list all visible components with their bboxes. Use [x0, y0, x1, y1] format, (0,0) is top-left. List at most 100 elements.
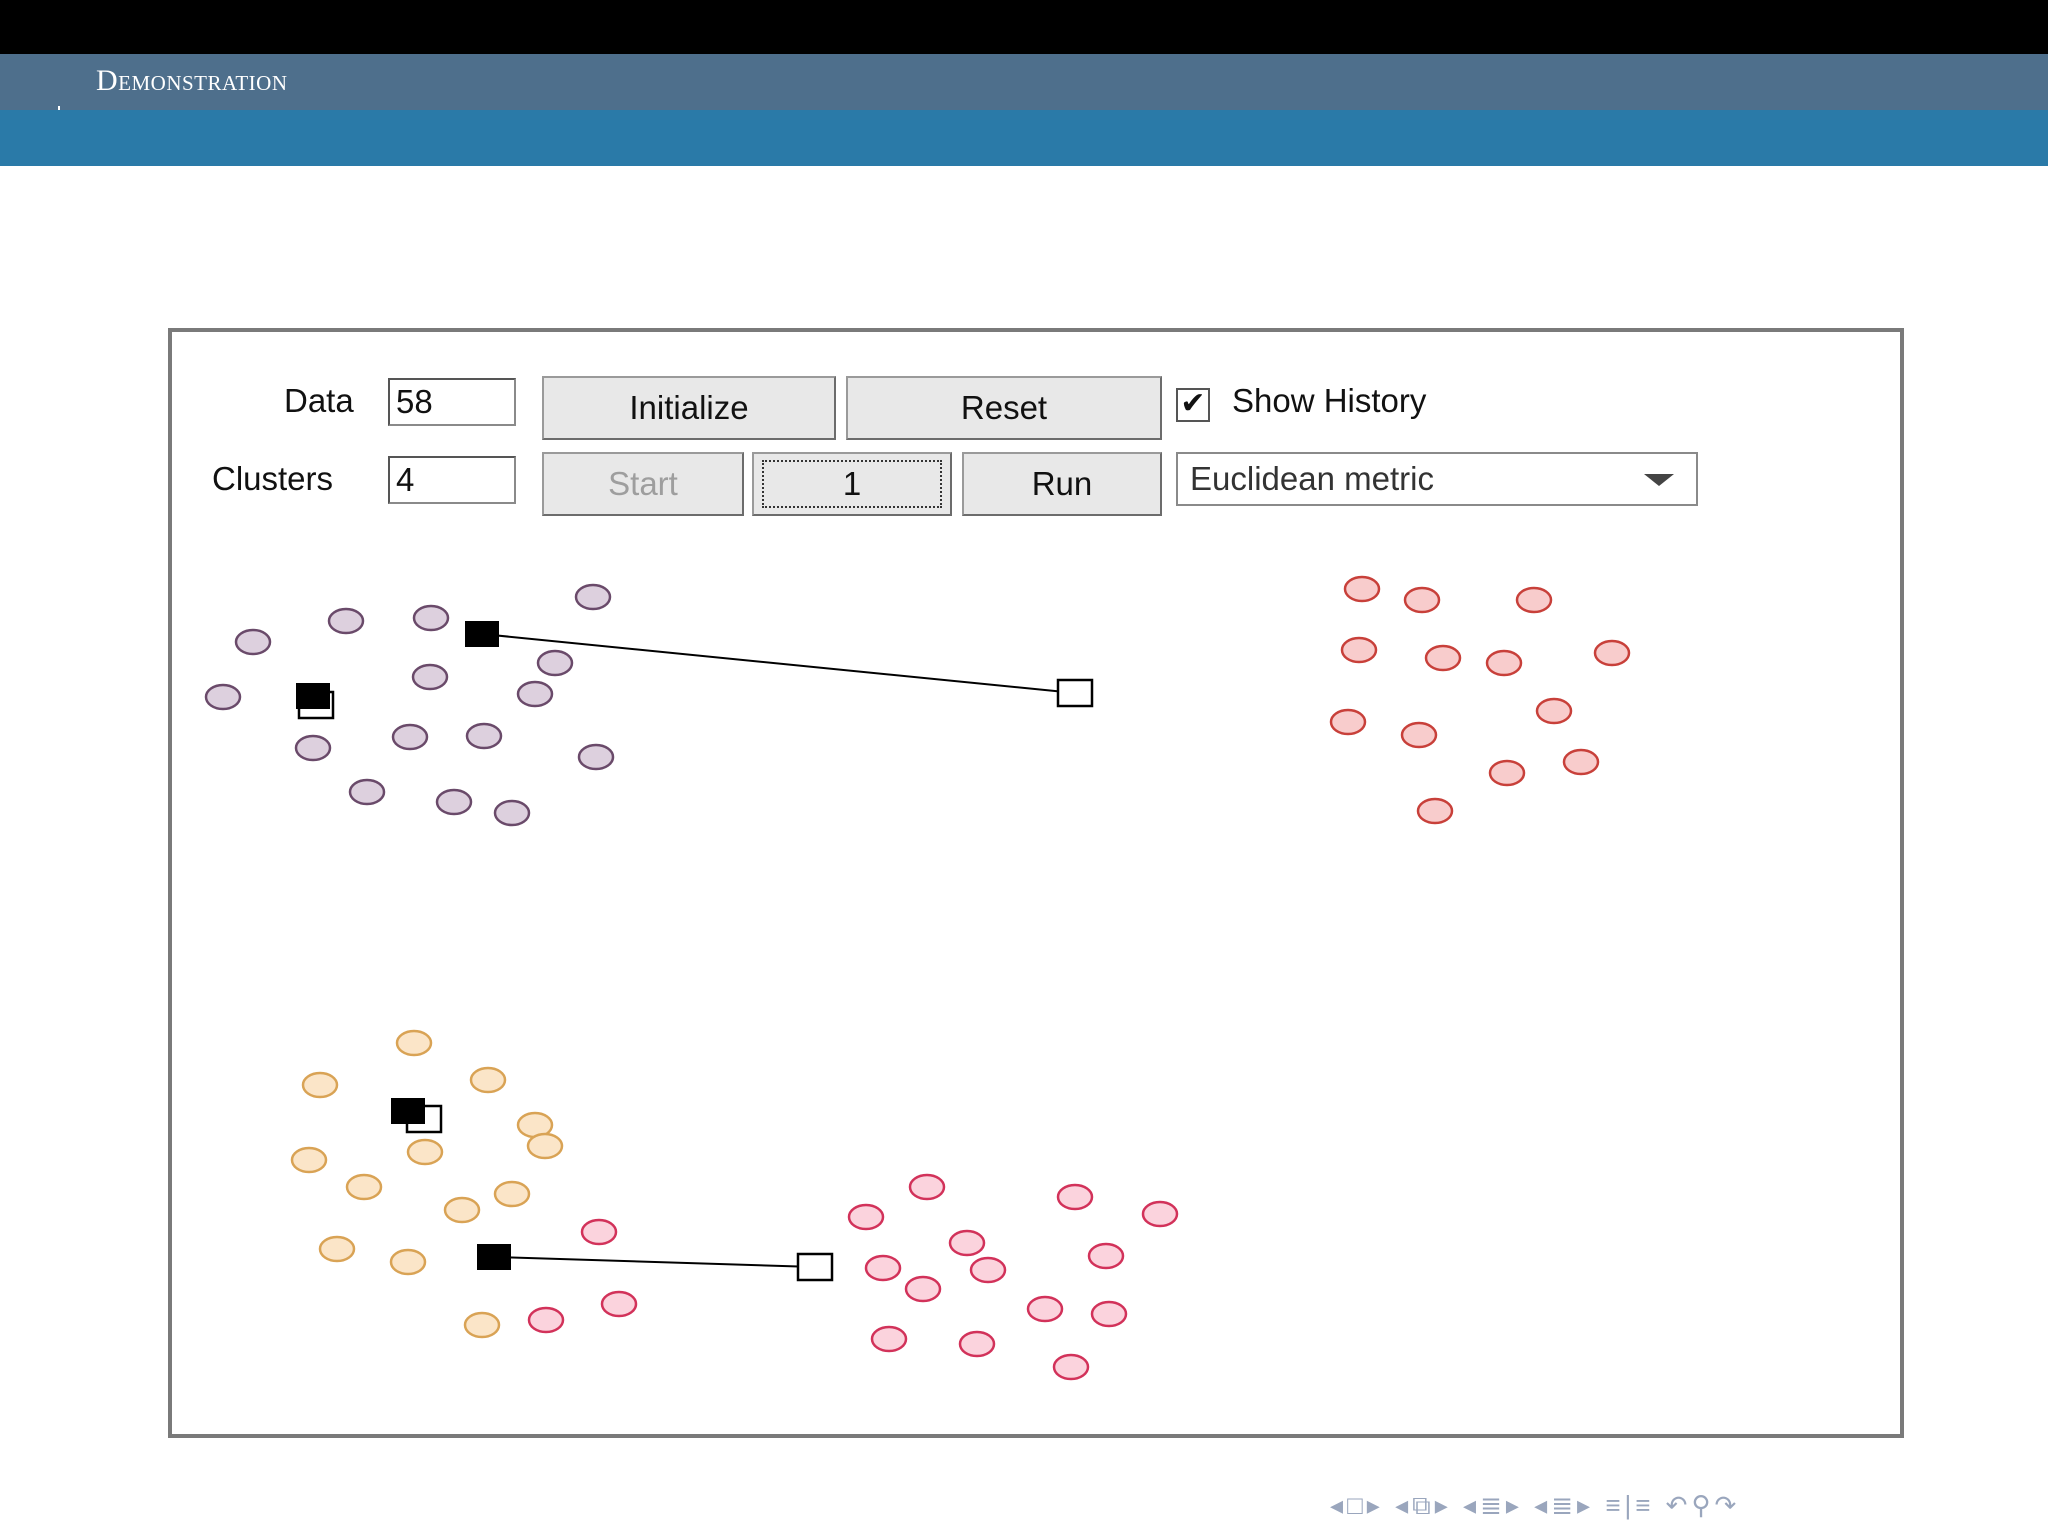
- purple-data-point: [577, 743, 615, 771]
- purple-data-point: [516, 680, 554, 708]
- orange-data-point: [463, 1311, 501, 1339]
- purple-data-point: [435, 788, 473, 816]
- frame-icon[interactable]: □: [1347, 1490, 1367, 1520]
- appendix-icon[interactable]: ≡|≡: [1605, 1490, 1655, 1520]
- purple-data-point: [294, 734, 332, 762]
- pink-data-point: [948, 1229, 986, 1257]
- purple-data-point: [234, 628, 272, 656]
- pink-data-point: [908, 1173, 946, 1201]
- centroid-history-line: [493, 1256, 816, 1268]
- pink-data-point: [1141, 1200, 1179, 1228]
- red-data-point: [1488, 759, 1526, 787]
- next-frame-icon[interactable]: ▸: [1366, 1490, 1384, 1520]
- data-count-field[interactable]: 58: [388, 378, 516, 426]
- metric-select[interactable]: Euclidean metric: [1176, 452, 1698, 506]
- search-icon[interactable]: ⚲: [1691, 1490, 1715, 1520]
- red-data-point: [1400, 721, 1438, 749]
- purple-data-point: [204, 683, 242, 711]
- purple-data-point: [465, 722, 503, 750]
- next-subsection-icon[interactable]: ▸: [1434, 1490, 1452, 1520]
- purple-data-point: [574, 583, 612, 611]
- red-data-point: [1424, 644, 1462, 672]
- red-data-point: [1535, 697, 1573, 725]
- purple-data-point: [411, 663, 449, 691]
- red-data-point: [1340, 636, 1378, 664]
- step-button-label: 1: [842, 465, 862, 502]
- pink-data-point: [904, 1275, 942, 1303]
- show-history-checkbox[interactable]: ✔: [1176, 388, 1210, 422]
- pink-data-point: [580, 1218, 618, 1246]
- beamer-nav-bar: ◂□▸ ◂⧉▸ ◂≣▸ ◂≣▸ ≡|≡ ↶⚲↷: [1330, 1490, 1740, 1522]
- red-data-point: [1343, 575, 1381, 603]
- orange-data-point: [345, 1173, 383, 1201]
- next-section-icon[interactable]: ▸: [1505, 1490, 1523, 1520]
- back-icon[interactable]: ↶: [1665, 1490, 1692, 1520]
- next-part-icon[interactable]: ▸: [1577, 1490, 1595, 1520]
- clusters-label: Clusters: [212, 460, 334, 497]
- orange-data-point: [443, 1196, 481, 1224]
- red-data-point: [1485, 649, 1523, 677]
- reset-button-label: Reset: [960, 389, 1048, 426]
- pink-data-point: [1090, 1300, 1128, 1328]
- purple-data-point: [348, 778, 386, 806]
- orange-data-point: [469, 1066, 507, 1094]
- reset-button[interactable]: Reset: [846, 376, 1162, 440]
- pink-data-point: [1056, 1183, 1094, 1211]
- red-data-point: [1593, 639, 1631, 667]
- pink-data-point: [870, 1325, 908, 1353]
- prev-subsection-icon[interactable]: ◂: [1395, 1490, 1413, 1520]
- purple-data-point: [327, 607, 365, 635]
- subsection-icon[interactable]: ⧉: [1412, 1490, 1435, 1520]
- forward-icon[interactable]: ↷: [1714, 1490, 1741, 1520]
- orange-data-point: [406, 1138, 444, 1166]
- orange-data-point: [389, 1248, 427, 1276]
- prev-section-icon[interactable]: ◂: [1463, 1490, 1481, 1520]
- pink-data-point: [969, 1256, 1007, 1284]
- pink-data-point: [527, 1306, 565, 1334]
- step-button[interactable]: 1: [752, 452, 952, 516]
- cluster-plot: [204, 575, 1631, 1381]
- pink-data-point: [600, 1290, 638, 1318]
- frame-title-bar: [0, 110, 2048, 166]
- section-icon[interactable]: ≣: [1480, 1490, 1506, 1520]
- purple-data-point: [493, 799, 531, 827]
- initialize-button[interactable]: Initialize: [542, 376, 836, 440]
- orange-data-point: [526, 1132, 564, 1160]
- current-centroid: [465, 621, 499, 647]
- previous-centroid: [1056, 678, 1094, 708]
- part-icon[interactable]: ≣: [1551, 1490, 1578, 1520]
- centroid-history-line: [481, 633, 1076, 694]
- prev-part-icon[interactable]: ◂: [1534, 1490, 1552, 1520]
- focus-ring: [762, 460, 942, 508]
- prev-frame-icon[interactable]: ◂: [1330, 1490, 1348, 1520]
- previous-centroid: [796, 1252, 834, 1282]
- clusters-count-field[interactable]: 4: [388, 456, 516, 504]
- pink-data-point: [1052, 1353, 1090, 1381]
- kmeans-applet: Data 58 Initialize Reset ✔ Show History …: [168, 328, 1904, 1438]
- purple-data-point: [536, 649, 574, 677]
- current-centroid: [477, 1244, 511, 1270]
- pink-data-point: [864, 1254, 902, 1282]
- start-button[interactable]: Start: [542, 452, 744, 516]
- run-button[interactable]: Run: [962, 452, 1162, 516]
- orange-data-point: [395, 1029, 433, 1057]
- red-data-point: [1403, 586, 1441, 614]
- data-label: Data: [284, 382, 354, 419]
- orange-data-point: [290, 1146, 328, 1174]
- red-data-point: [1416, 797, 1454, 825]
- current-centroid: [296, 683, 330, 709]
- slide-top-bar: [0, 0, 2048, 54]
- purple-data-point: [391, 723, 429, 751]
- pink-data-point: [847, 1203, 885, 1231]
- section-header: Demonstration: [0, 54, 2048, 140]
- red-data-point: [1562, 748, 1600, 776]
- metric-select-value: Euclidean metric: [1190, 460, 1434, 497]
- purple-data-point: [412, 604, 450, 632]
- orange-data-point: [301, 1071, 339, 1099]
- initialize-button-label: Initialize: [629, 389, 749, 426]
- pink-data-point: [958, 1330, 996, 1358]
- red-data-point: [1329, 708, 1367, 736]
- check-icon: ✔: [1180, 387, 1206, 420]
- pink-data-point: [1087, 1242, 1125, 1270]
- orange-data-point: [318, 1235, 356, 1263]
